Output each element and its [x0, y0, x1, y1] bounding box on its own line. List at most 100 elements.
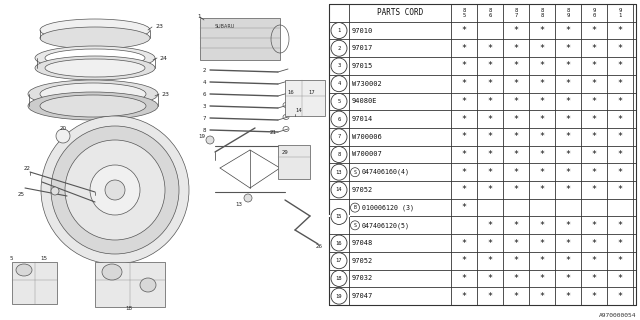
Text: 7: 7: [337, 134, 340, 139]
FancyBboxPatch shape: [285, 80, 325, 116]
Text: 15: 15: [336, 214, 342, 219]
Text: *: *: [618, 26, 623, 35]
Text: *: *: [461, 61, 467, 70]
Text: *: *: [618, 168, 623, 177]
Text: 18: 18: [125, 307, 132, 311]
Text: 26: 26: [316, 244, 323, 250]
Text: *: *: [488, 79, 493, 88]
Text: *: *: [488, 132, 493, 141]
Text: *: *: [513, 132, 518, 141]
Text: 19: 19: [336, 294, 342, 299]
Text: 17: 17: [336, 258, 342, 263]
Ellipse shape: [40, 83, 146, 105]
Text: *: *: [591, 79, 596, 88]
Circle shape: [331, 270, 347, 286]
Ellipse shape: [16, 264, 32, 276]
Ellipse shape: [35, 56, 155, 80]
Ellipse shape: [40, 19, 150, 41]
Text: 0: 0: [593, 13, 596, 18]
Text: *: *: [488, 238, 493, 248]
Text: PARTS CORD: PARTS CORD: [377, 8, 423, 17]
Circle shape: [331, 76, 347, 92]
Circle shape: [331, 253, 347, 269]
Ellipse shape: [40, 27, 150, 49]
Text: *: *: [540, 44, 545, 53]
Text: 3: 3: [337, 63, 340, 68]
Text: *: *: [566, 221, 570, 230]
Text: *: *: [513, 256, 518, 265]
Text: *: *: [566, 150, 570, 159]
Text: *: *: [618, 44, 623, 53]
Text: 20: 20: [60, 125, 67, 131]
Text: *: *: [591, 221, 596, 230]
Circle shape: [331, 129, 347, 145]
FancyBboxPatch shape: [200, 18, 280, 60]
Text: 1: 1: [618, 13, 621, 18]
Text: *: *: [488, 185, 493, 195]
Ellipse shape: [51, 187, 59, 195]
Text: *: *: [488, 292, 493, 301]
Text: S: S: [353, 223, 356, 228]
Text: 4: 4: [202, 79, 206, 84]
Circle shape: [331, 58, 347, 74]
Text: 8: 8: [462, 8, 466, 13]
Text: 97014: 97014: [352, 116, 373, 122]
Circle shape: [331, 147, 347, 163]
Text: 8: 8: [202, 127, 206, 132]
Text: W700007: W700007: [352, 151, 381, 157]
FancyBboxPatch shape: [278, 145, 310, 179]
Text: *: *: [513, 61, 518, 70]
Circle shape: [331, 235, 347, 251]
Text: *: *: [618, 292, 623, 301]
Text: *: *: [591, 185, 596, 195]
Text: 010006120 (3): 010006120 (3): [362, 204, 414, 211]
Text: *: *: [591, 150, 596, 159]
Text: 23: 23: [155, 25, 163, 29]
Text: *: *: [566, 238, 570, 248]
FancyBboxPatch shape: [12, 262, 57, 304]
Circle shape: [331, 22, 347, 38]
Ellipse shape: [206, 136, 214, 144]
Text: 4: 4: [337, 81, 340, 86]
Text: 1: 1: [337, 28, 340, 33]
Text: 24: 24: [160, 55, 168, 60]
Text: *: *: [618, 238, 623, 248]
Text: *: *: [540, 292, 545, 301]
Text: *: *: [461, 238, 467, 248]
Text: SUBARU: SUBARU: [215, 23, 236, 28]
Circle shape: [331, 111, 347, 127]
Text: *: *: [591, 256, 596, 265]
Text: *: *: [566, 256, 570, 265]
Text: *: *: [566, 44, 570, 53]
Ellipse shape: [41, 116, 189, 264]
Text: *: *: [513, 26, 518, 35]
Text: *: *: [566, 97, 570, 106]
Text: *: *: [591, 61, 596, 70]
Text: 13: 13: [235, 202, 242, 206]
Ellipse shape: [28, 92, 158, 120]
Circle shape: [351, 221, 360, 230]
Text: 047406120(5): 047406120(5): [362, 222, 410, 228]
Text: *: *: [540, 150, 545, 159]
Ellipse shape: [102, 264, 122, 280]
Text: *: *: [488, 256, 493, 265]
Text: 97052: 97052: [352, 258, 373, 264]
Circle shape: [331, 164, 347, 180]
FancyBboxPatch shape: [95, 262, 165, 307]
Text: *: *: [488, 44, 493, 53]
Text: *: *: [540, 168, 545, 177]
Text: 7: 7: [202, 116, 206, 121]
Ellipse shape: [90, 165, 140, 215]
Text: *: *: [488, 61, 493, 70]
Text: 9: 9: [618, 8, 621, 13]
Text: *: *: [513, 238, 518, 248]
FancyBboxPatch shape: [329, 4, 636, 305]
Text: *: *: [540, 97, 545, 106]
Text: *: *: [566, 115, 570, 124]
Text: *: *: [618, 256, 623, 265]
Text: *: *: [618, 61, 623, 70]
Text: *: *: [540, 185, 545, 195]
Text: *: *: [591, 274, 596, 283]
Text: *: *: [566, 168, 570, 177]
Text: *: *: [618, 79, 623, 88]
